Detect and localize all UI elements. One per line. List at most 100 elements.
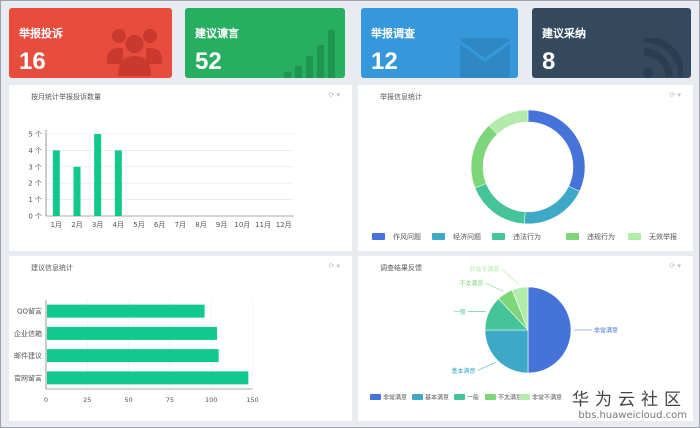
donut-slice <box>527 109 586 192</box>
monthly-bar-chart: 0 个 1 个 2 个 3 个 4 个 5 个 1月 2月 3月 4月 5月 6月 7月 8月 9月 10月 1… <box>28 130 294 229</box>
slice-label: 基本满意 <box>451 367 475 375</box>
legend-label: 一般 <box>467 394 479 402</box>
legend-label: 作风问题 <box>393 232 421 241</box>
x-tick-label: 0 <box>44 396 48 404</box>
bar <box>47 304 205 318</box>
y-tick-label: 0 个 <box>28 213 42 221</box>
report-donut-chart: 作风问题 经济问题 违法行为 违规行为 无效举报 <box>372 109 677 241</box>
panel-title: 按月统计举报投诉数量 <box>31 93 101 101</box>
legend-swatch <box>412 394 423 400</box>
x-tick-label: 10月 <box>234 221 250 229</box>
y-tick-label: 企业信箱 <box>14 329 42 338</box>
panel-monthly-complaints: 按月统计举报投诉数量 ⟳ ▾ 0 个 1 个 2 个 3 个 4 个 5 个 1月 2月 3月 4… <box>9 85 352 251</box>
legend-swatch <box>566 233 579 240</box>
slice-label: 非常满意 <box>594 327 618 335</box>
y-tick-label: 2 个 <box>28 180 42 188</box>
label-line <box>501 268 520 286</box>
legend-label: 非常满意 <box>383 394 407 402</box>
legend-swatch <box>628 233 641 240</box>
x-tick-label: 7月 <box>175 221 186 229</box>
x-tick-label: 12月 <box>276 221 292 229</box>
pie-slice <box>527 286 572 374</box>
slice-label: 一般 <box>454 308 466 316</box>
legend-label: 非常不满意 <box>532 394 562 402</box>
refresh-icon[interactable]: ⟳ ▾ <box>669 91 681 99</box>
card-title: 举报投诉 <box>19 27 63 40</box>
legend-swatch <box>492 233 505 240</box>
legend-label: 无效举报 <box>649 232 677 241</box>
legend-swatch <box>485 394 496 400</box>
x-tick-label: 4月 <box>113 221 124 229</box>
label-line <box>485 282 504 292</box>
pie-slice <box>511 286 529 331</box>
legend-swatch <box>519 394 530 400</box>
legend-label: 违规行为 <box>587 232 615 241</box>
x-tick-label: 9月 <box>216 221 227 229</box>
stat-card-investigations[interactable]: 举报调查 12 <box>361 8 518 78</box>
panel-title: 举报信息统计 <box>380 93 422 101</box>
y-tick-label: QQ留言 <box>17 307 42 316</box>
donut-slice <box>474 183 526 225</box>
slice-label: 不太满意 <box>459 280 483 288</box>
y-tick-label: 1 个 <box>28 196 42 204</box>
x-tick-label: 25 <box>83 396 91 404</box>
legend-swatch <box>454 394 465 400</box>
y-tick-label: 4 个 <box>28 147 42 155</box>
y-tick-label: 邮件建议 <box>14 351 42 360</box>
legend-label: 不太满意 <box>498 394 522 402</box>
stat-card-suggestions[interactable]: 建议谏言 52 <box>185 8 345 78</box>
card-title: 建议谏言 <box>195 27 239 40</box>
legend-swatch <box>372 233 385 240</box>
x-tick-label: 3月 <box>92 221 103 229</box>
legend-label: 经济问题 <box>453 232 481 241</box>
y-tick-label: 官网留言 <box>14 373 42 382</box>
refresh-icon[interactable]: ⟳ ▾ <box>669 262 681 270</box>
y-tick-label: 5 个 <box>28 131 42 139</box>
card-value: 16 <box>19 48 46 75</box>
label-line <box>477 362 496 371</box>
bar-signal-icon <box>284 30 335 78</box>
x-tick-label: 2月 <box>71 221 82 229</box>
panel-suggestion-stats: 建议信息统计 ⟳ ▾ 0 25 50 75 100 150 QQ留言企业信箱邮件建议官网留言 <box>9 256 352 421</box>
legend-label: 违法行为 <box>513 232 541 241</box>
bar <box>47 349 219 363</box>
donut-slice <box>488 109 529 135</box>
pie-slice <box>484 329 529 374</box>
legend-label: 基本满意 <box>425 394 449 402</box>
panel-title: 建议信息统计 <box>31 264 73 272</box>
panel-survey-feedback: 调查结果反馈 ⟳ ▾ 非常满意 基本满意 一般 不太满意 非常不满意 非常满意 基本满意 一般… <box>358 256 693 421</box>
watermark-url: bbs.huaweicloud.com <box>578 410 687 421</box>
donut-slice <box>470 125 498 189</box>
refresh-icon[interactable]: ⟳ ▾ <box>328 91 340 99</box>
bar <box>73 166 81 216</box>
slice-label: 非常不满意 <box>469 265 499 273</box>
card-value: 52 <box>195 48 222 75</box>
x-tick-label: 50 <box>124 396 132 404</box>
x-tick-label: 150 <box>246 396 258 404</box>
refresh-icon[interactable]: ⟳ ▾ <box>328 262 340 270</box>
users-icon <box>107 29 162 76</box>
envelope-icon <box>460 38 510 78</box>
card-title: 建议采纳 <box>542 27 586 40</box>
legend-swatch <box>432 233 445 240</box>
stat-card-complaints[interactable]: 举报投诉 16 <box>9 8 172 78</box>
x-tick-label: 8月 <box>195 221 206 229</box>
rss-icon <box>643 38 683 78</box>
x-tick-label: 6月 <box>154 221 165 229</box>
bar <box>114 150 122 216</box>
bar <box>47 371 249 385</box>
x-tick-label: 75 <box>166 396 174 404</box>
panel-report-stats: 举报信息统计 ⟳ ▾ 作风问题 经济问题 违法行为 违规行为 无效举报 <box>358 85 693 251</box>
bar <box>52 150 60 216</box>
legend-swatch <box>370 394 381 400</box>
donut-slice <box>524 185 580 225</box>
watermark: 华为云社区 bbs.huaweicloud.com <box>572 385 687 421</box>
bar <box>94 134 102 216</box>
x-tick-label: 100 <box>205 396 217 404</box>
watermark-name: 华为云社区 <box>572 390 687 410</box>
bar <box>47 326 217 340</box>
stat-card-adopted[interactable]: 建议采纳 8 <box>532 8 691 78</box>
x-tick-label: 5月 <box>133 221 144 229</box>
card-value: 8 <box>542 48 556 75</box>
